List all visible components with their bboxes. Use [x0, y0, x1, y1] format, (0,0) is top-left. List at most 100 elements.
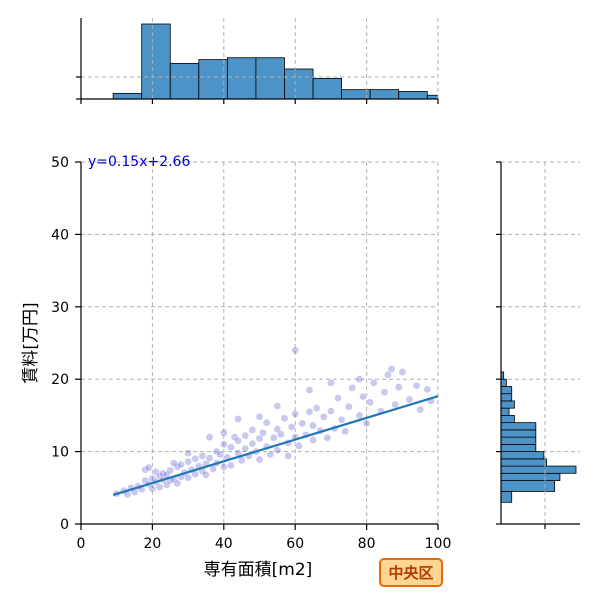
scatter-point: [369, 379, 378, 387]
scatter-point: [294, 442, 303, 450]
scatter-point: [141, 465, 150, 474]
scatter-point: [384, 371, 392, 379]
scatter-point: [255, 434, 264, 443]
scatter-point: [287, 423, 296, 431]
scatter-point: [327, 407, 335, 415]
scatter-point: [191, 455, 200, 463]
scatter-point: [248, 426, 257, 434]
x-hist-bar: [312, 77, 343, 100]
scatter-point: [291, 346, 300, 355]
x-tick-label: 0: [77, 536, 86, 552]
x-hist-bar: [255, 57, 285, 100]
scatter-point: [234, 415, 242, 423]
scatter-point: [359, 392, 367, 401]
region-badge: 中央区: [379, 558, 443, 587]
scatter-point: [362, 419, 371, 428]
regression-equation-label: y=0.15x+2.66: [88, 154, 190, 170]
y-tick-label: 10: [51, 445, 69, 461]
y-hist-bar: [500, 400, 515, 409]
scatter-point: [284, 452, 292, 460]
y-tick-label: 50: [51, 155, 69, 171]
scatter-point: [173, 479, 182, 488]
scatter-point: [273, 402, 282, 410]
scatter-point: [327, 379, 335, 387]
x-marginal-histogram: [76, 18, 439, 104]
y-hist-bar: [500, 393, 513, 402]
x-hist-bar: [284, 68, 314, 100]
scatter-point: [280, 414, 289, 423]
scatter-point: [298, 419, 307, 428]
y-hist-bar: [500, 491, 513, 503]
x-tick-label: 20: [143, 536, 161, 552]
scatter-point: [337, 415, 346, 424]
scatter-point: [319, 413, 328, 421]
scatter-point: [145, 463, 153, 472]
scatter-point: [155, 483, 164, 491]
scatter-point: [241, 431, 250, 440]
y-hist-bar: [500, 472, 561, 481]
x-hist-bar: [226, 57, 257, 100]
x-hist-bar: [398, 91, 428, 100]
y-hist-bar: [500, 378, 507, 387]
regression-line: [112, 395, 439, 497]
scatter-point: [305, 386, 314, 394]
scatter-point: [184, 457, 192, 466]
scatter-point: [312, 404, 321, 412]
scatter-point: [219, 463, 228, 471]
scatter-point: [344, 402, 353, 411]
scatter-point: [266, 450, 275, 459]
main-scatter-plot: 0 20 40 60 80 100 0 10 20 30 40 50 y=0.15x+2.66: [51, 154, 451, 552]
y-hist-bar: [500, 458, 547, 467]
scatter-point: [177, 460, 185, 469]
x-hist-bar: [369, 89, 400, 100]
scatter-point: [255, 455, 264, 464]
y-hist-bar: [500, 436, 537, 445]
y-axis-title: 賃料[万円]: [21, 302, 41, 383]
scatter-point: [341, 427, 349, 436]
main-grid: [80, 161, 439, 525]
scatter-point: [355, 411, 364, 420]
scatter-point: [227, 461, 235, 470]
y-hist-bar: [500, 480, 555, 492]
y-hist-bar: [500, 386, 513, 395]
scatter-point: [219, 428, 228, 437]
scatter-point: [305, 407, 314, 416]
y-hist-bar: [500, 414, 515, 424]
scatter-point: [309, 421, 317, 430]
scatter-point: [391, 400, 399, 409]
x-hist-bar: [169, 62, 200, 100]
x-hist-bar: [198, 59, 228, 100]
scatter-point: [234, 436, 242, 445]
scatter-point: [170, 459, 178, 467]
scatter-point: [198, 452, 207, 460]
scatter-point: [148, 484, 157, 493]
region-badge-box: [379, 558, 443, 587]
scatter-point: [259, 428, 267, 437]
scatter-point: [412, 381, 421, 390]
scatter-point: [387, 365, 396, 373]
scatter-point: [398, 368, 407, 376]
scatter-point: [205, 433, 214, 441]
x-tick-label: 60: [286, 536, 304, 552]
y-tick-label: 30: [51, 300, 69, 316]
region-badge-text: 中央区: [388, 564, 433, 582]
x-tick-label: 100: [425, 536, 452, 552]
scatter-point: [262, 418, 271, 427]
scatter-point: [216, 450, 225, 459]
scatter-point: [348, 384, 357, 392]
scatter-point: [269, 434, 278, 442]
scatter-point: [219, 440, 228, 449]
scatter-point: [273, 446, 282, 454]
x-hist-bar: [141, 23, 171, 100]
scatter-point: [202, 470, 210, 479]
scatter-point: [255, 413, 264, 421]
y-hist-bar: [500, 451, 545, 460]
scatter-point: [405, 395, 414, 404]
scatter-point: [184, 449, 192, 457]
y-tick-label: 0: [60, 517, 69, 533]
y-hist-bar: [500, 443, 537, 452]
main-axes: 0 20 40 60 80 100 0 10 20 30 40 50: [51, 155, 451, 552]
x-tick-label: 40: [215, 536, 233, 552]
scatter-point: [241, 444, 250, 453]
